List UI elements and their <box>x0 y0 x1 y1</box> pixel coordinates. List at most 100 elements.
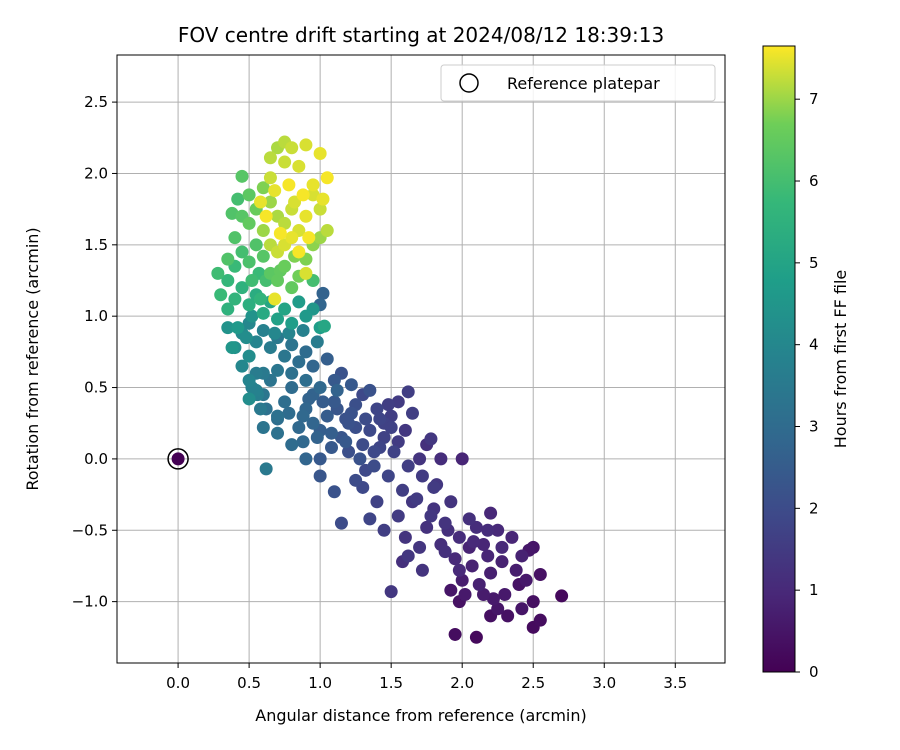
data-point <box>363 512 377 526</box>
y-tick-label: 1.0 <box>84 307 108 325</box>
data-point <box>285 281 299 295</box>
data-point <box>427 480 441 494</box>
data-point <box>278 395 292 409</box>
data-point <box>249 335 263 349</box>
plot-frame <box>116 54 726 664</box>
data-point <box>292 421 306 435</box>
data-point <box>273 226 287 240</box>
data-point <box>299 373 313 387</box>
data-point <box>410 492 424 506</box>
data-point <box>448 552 462 566</box>
data-point <box>509 563 523 577</box>
data-point <box>306 416 320 430</box>
data-point <box>249 238 263 252</box>
data-point <box>401 549 415 563</box>
data-point <box>477 587 491 601</box>
data-point <box>245 274 259 288</box>
data-point <box>455 452 469 466</box>
data-point <box>377 430 391 444</box>
legend-box <box>440 64 716 102</box>
data-point <box>221 252 235 266</box>
data-point <box>296 323 310 337</box>
x-tick-label: 2.0 <box>450 674 474 692</box>
data-point <box>271 363 285 377</box>
data-point <box>398 423 412 437</box>
data-point <box>285 316 299 330</box>
data-point <box>452 563 466 577</box>
data-point <box>239 331 253 345</box>
data-point <box>299 309 313 323</box>
data-point <box>555 589 569 603</box>
x-tick-label: 3.5 <box>663 674 687 692</box>
data-point <box>519 573 533 587</box>
data-point <box>292 159 306 173</box>
x-tick-label: 0.0 <box>166 674 190 692</box>
data-point <box>310 430 324 444</box>
data-point <box>235 359 249 373</box>
y-axis: −1.0 −0.5 0.0 0.5 1.0 1.5 2.0 2.5 <box>72 93 117 611</box>
data-point <box>381 398 395 412</box>
legend-entry-reference: Reference platepar <box>507 74 660 93</box>
data-point <box>256 224 270 238</box>
data-point <box>377 523 391 537</box>
data-point <box>448 627 462 641</box>
data-point <box>263 195 277 209</box>
data-point <box>320 352 334 366</box>
data-point <box>221 274 235 288</box>
data-point <box>242 255 256 269</box>
data-point <box>424 432 438 446</box>
data-point <box>228 231 242 245</box>
x-tick-label: 1.0 <box>308 674 332 692</box>
data-point <box>313 381 327 395</box>
data-point <box>339 412 353 426</box>
colorbar <box>762 45 796 673</box>
data-point <box>491 523 505 537</box>
data-point <box>526 595 540 609</box>
data-point <box>242 298 256 312</box>
data-point <box>268 292 282 306</box>
data-point <box>381 469 395 483</box>
reference-point-fill <box>171 452 185 466</box>
data-point <box>370 495 384 509</box>
data-point <box>299 345 313 359</box>
data-point <box>263 151 277 165</box>
data-point <box>306 178 320 192</box>
colorbar-tick-label: 5 <box>809 254 819 272</box>
colorbar-tick-label: 1 <box>809 581 819 599</box>
data-point <box>481 549 495 563</box>
data-point <box>299 452 313 466</box>
data-point <box>313 202 327 216</box>
data-point <box>271 274 285 288</box>
data-point <box>316 192 330 206</box>
data-point <box>438 516 452 530</box>
data-point <box>438 545 452 559</box>
data-point <box>465 559 479 573</box>
colorbar-tick-label: 7 <box>809 90 819 108</box>
y-tick-label: 0.0 <box>84 450 108 468</box>
data-point <box>477 538 491 552</box>
chart-title: FOV centre drift starting at 2024/08/12 … <box>178 23 664 47</box>
legend: Reference platepar <box>440 64 716 102</box>
data-point <box>334 516 348 530</box>
colorbar-tick-label: 2 <box>809 499 819 517</box>
data-point <box>282 178 296 192</box>
data-point <box>467 535 481 549</box>
data-point <box>278 349 292 363</box>
data-point <box>401 385 415 399</box>
data-point <box>285 338 299 352</box>
data-point <box>320 171 334 185</box>
data-point <box>481 523 495 537</box>
data-point <box>533 613 547 627</box>
data-point <box>310 335 324 349</box>
data-point <box>344 378 358 392</box>
data-point <box>444 495 458 509</box>
data-point <box>495 540 509 554</box>
data-point <box>373 412 387 426</box>
data-point <box>288 195 302 209</box>
data-point <box>299 138 313 152</box>
data-point <box>413 452 427 466</box>
data-point <box>391 435 405 449</box>
data-point <box>302 392 316 406</box>
data-point <box>259 209 273 223</box>
data-point <box>420 520 434 534</box>
